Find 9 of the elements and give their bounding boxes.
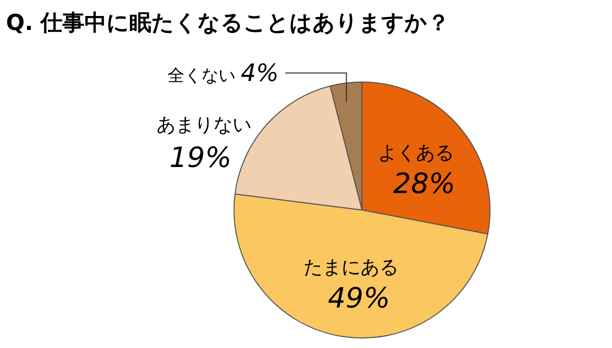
slice-label: たまにある	[303, 256, 398, 279]
data-label: 19%	[169, 141, 232, 174]
data-label: 28%	[393, 167, 456, 200]
slice-label: 全くない	[167, 66, 241, 86]
slice-label: よくある	[378, 142, 454, 164]
slice-label: あまりない	[156, 114, 252, 136]
data-label: 4%	[240, 59, 279, 88]
data-label: 49%	[328, 282, 390, 315]
chart-title: Q. 仕事中に眠たくなることはありますか？	[6, 11, 450, 36]
